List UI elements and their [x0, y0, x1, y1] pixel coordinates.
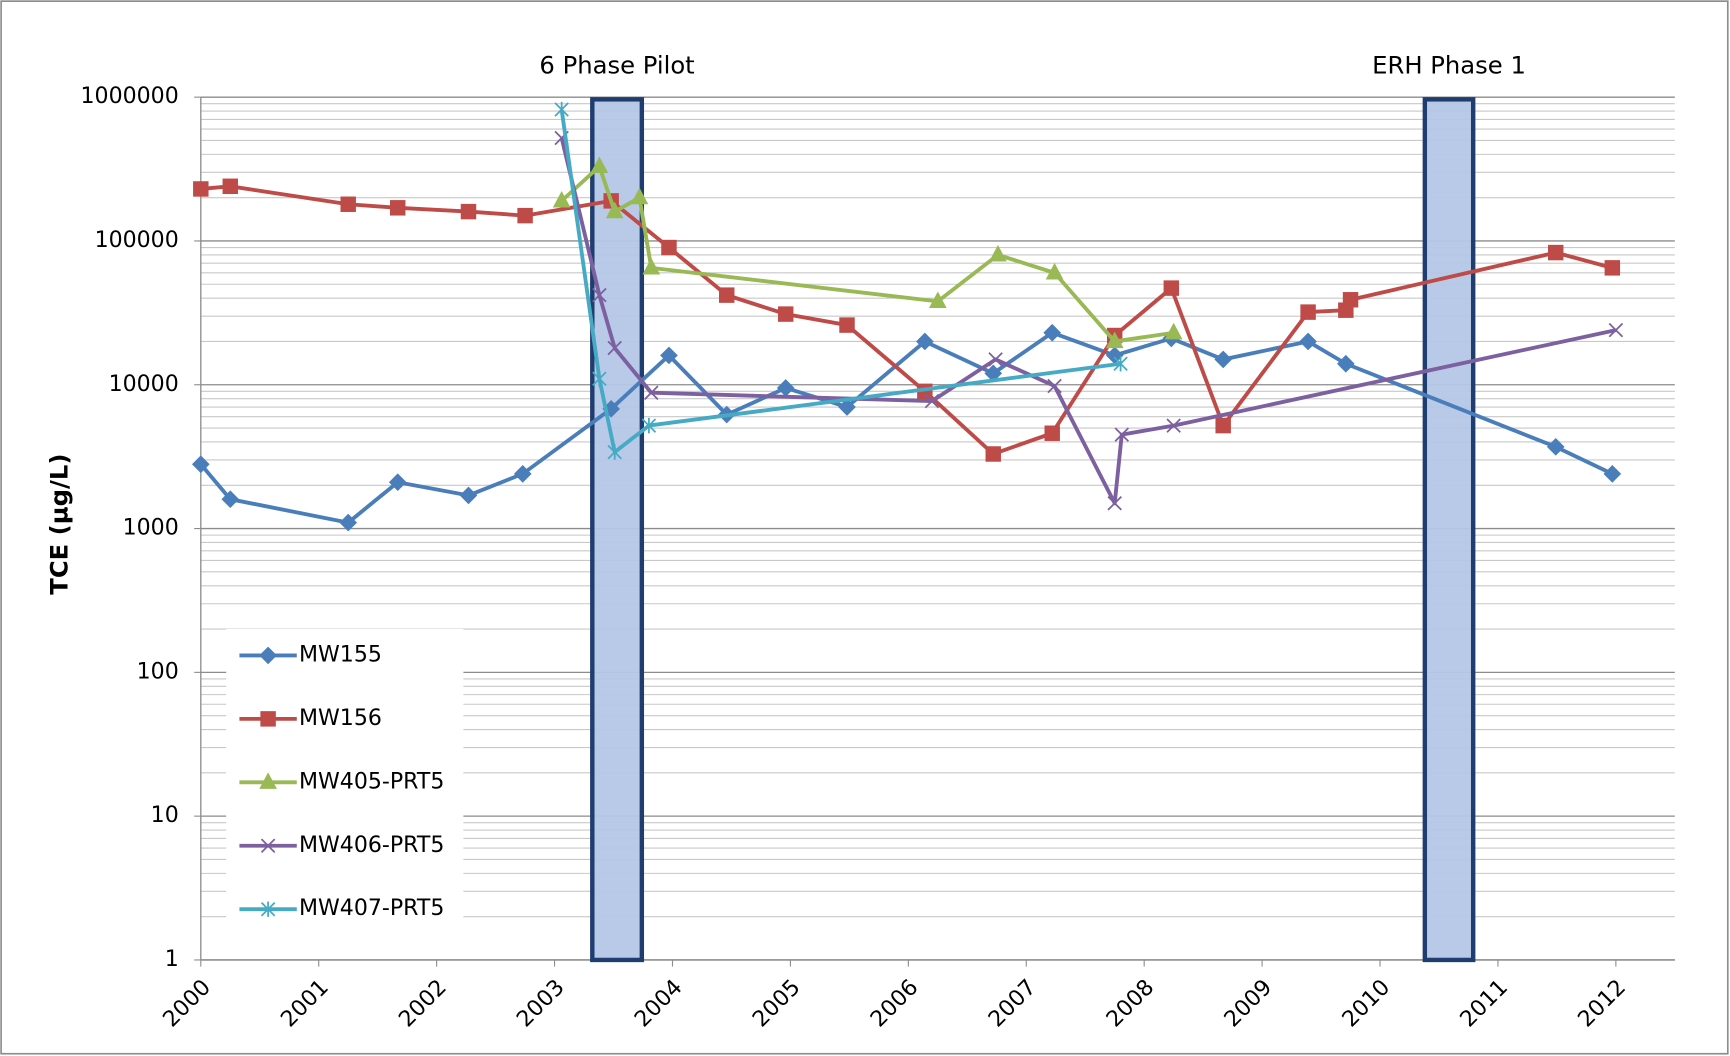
point — [339, 513, 358, 532]
y-axis-label: TCE (µg/L) — [45, 454, 74, 595]
point — [1105, 346, 1124, 365]
point — [924, 393, 940, 409]
point — [1608, 322, 1624, 338]
legend-label: MW407-PRT5 — [299, 896, 444, 921]
point — [193, 181, 209, 197]
shaded-period — [590, 97, 645, 963]
y-tick-label: 10 — [151, 803, 179, 828]
period-label: 6 Phase Pilot — [539, 50, 694, 79]
point — [988, 352, 1003, 367]
point — [221, 490, 240, 509]
shaded-period — [1422, 97, 1476, 963]
point — [592, 371, 607, 387]
point — [517, 207, 533, 224]
point — [1166, 418, 1181, 433]
point — [513, 465, 532, 483]
point — [989, 244, 1007, 262]
point — [985, 446, 1001, 462]
y-tick-label: 1000000 — [81, 84, 179, 109]
point — [838, 398, 856, 416]
point — [928, 291, 947, 309]
point — [1214, 350, 1233, 369]
point — [660, 346, 678, 365]
y-tick-label: 100000 — [95, 228, 179, 253]
point — [984, 364, 1003, 383]
point — [191, 455, 210, 474]
point — [719, 287, 735, 303]
point — [459, 486, 478, 505]
point — [1299, 332, 1317, 351]
point — [1044, 425, 1060, 441]
y-tick-label: 1000 — [123, 516, 179, 541]
point — [460, 203, 477, 220]
point — [552, 190, 571, 208]
point — [641, 417, 657, 434]
point — [1113, 356, 1128, 372]
point — [222, 178, 239, 195]
point — [1045, 262, 1064, 280]
point — [776, 379, 795, 397]
point — [388, 473, 407, 492]
point — [1164, 322, 1183, 340]
point — [1342, 292, 1359, 308]
point — [916, 332, 934, 351]
point — [1603, 465, 1622, 483]
point — [1163, 280, 1180, 296]
point — [630, 187, 649, 205]
point — [340, 196, 356, 212]
y-tick-label: 1 — [165, 947, 179, 972]
point — [607, 340, 622, 356]
point — [1047, 378, 1062, 394]
point — [1105, 331, 1124, 349]
point — [1107, 495, 1122, 511]
point — [1114, 427, 1130, 442]
point — [554, 101, 569, 118]
point — [605, 201, 624, 219]
point — [1604, 260, 1621, 276]
point — [777, 306, 794, 322]
legend-marker — [260, 901, 276, 917]
y-tick-label: 100 — [137, 659, 179, 684]
legend-marker — [260, 711, 276, 727]
point — [642, 257, 661, 275]
point — [661, 239, 677, 256]
legend-marker — [259, 772, 277, 789]
point — [1548, 244, 1564, 261]
y-tick-label: 10000 — [109, 372, 179, 397]
point — [839, 317, 855, 333]
series-line — [560, 164, 1174, 344]
point — [1300, 304, 1316, 320]
point — [390, 200, 406, 216]
legend-marker — [259, 646, 277, 665]
series-line — [200, 184, 1613, 456]
legend-label: MW405-PRT5 — [299, 769, 444, 794]
point — [590, 156, 609, 174]
point — [607, 444, 622, 460]
legend-label: MW155 — [299, 642, 382, 667]
legend-label: MW156 — [299, 706, 382, 731]
point — [1215, 417, 1231, 434]
legend-marker — [260, 838, 276, 853]
period-label: ERH Phase 1 — [1372, 50, 1526, 79]
point — [644, 385, 659, 400]
legend-label: MW406-PRT5 — [299, 833, 444, 858]
point — [592, 287, 607, 303]
